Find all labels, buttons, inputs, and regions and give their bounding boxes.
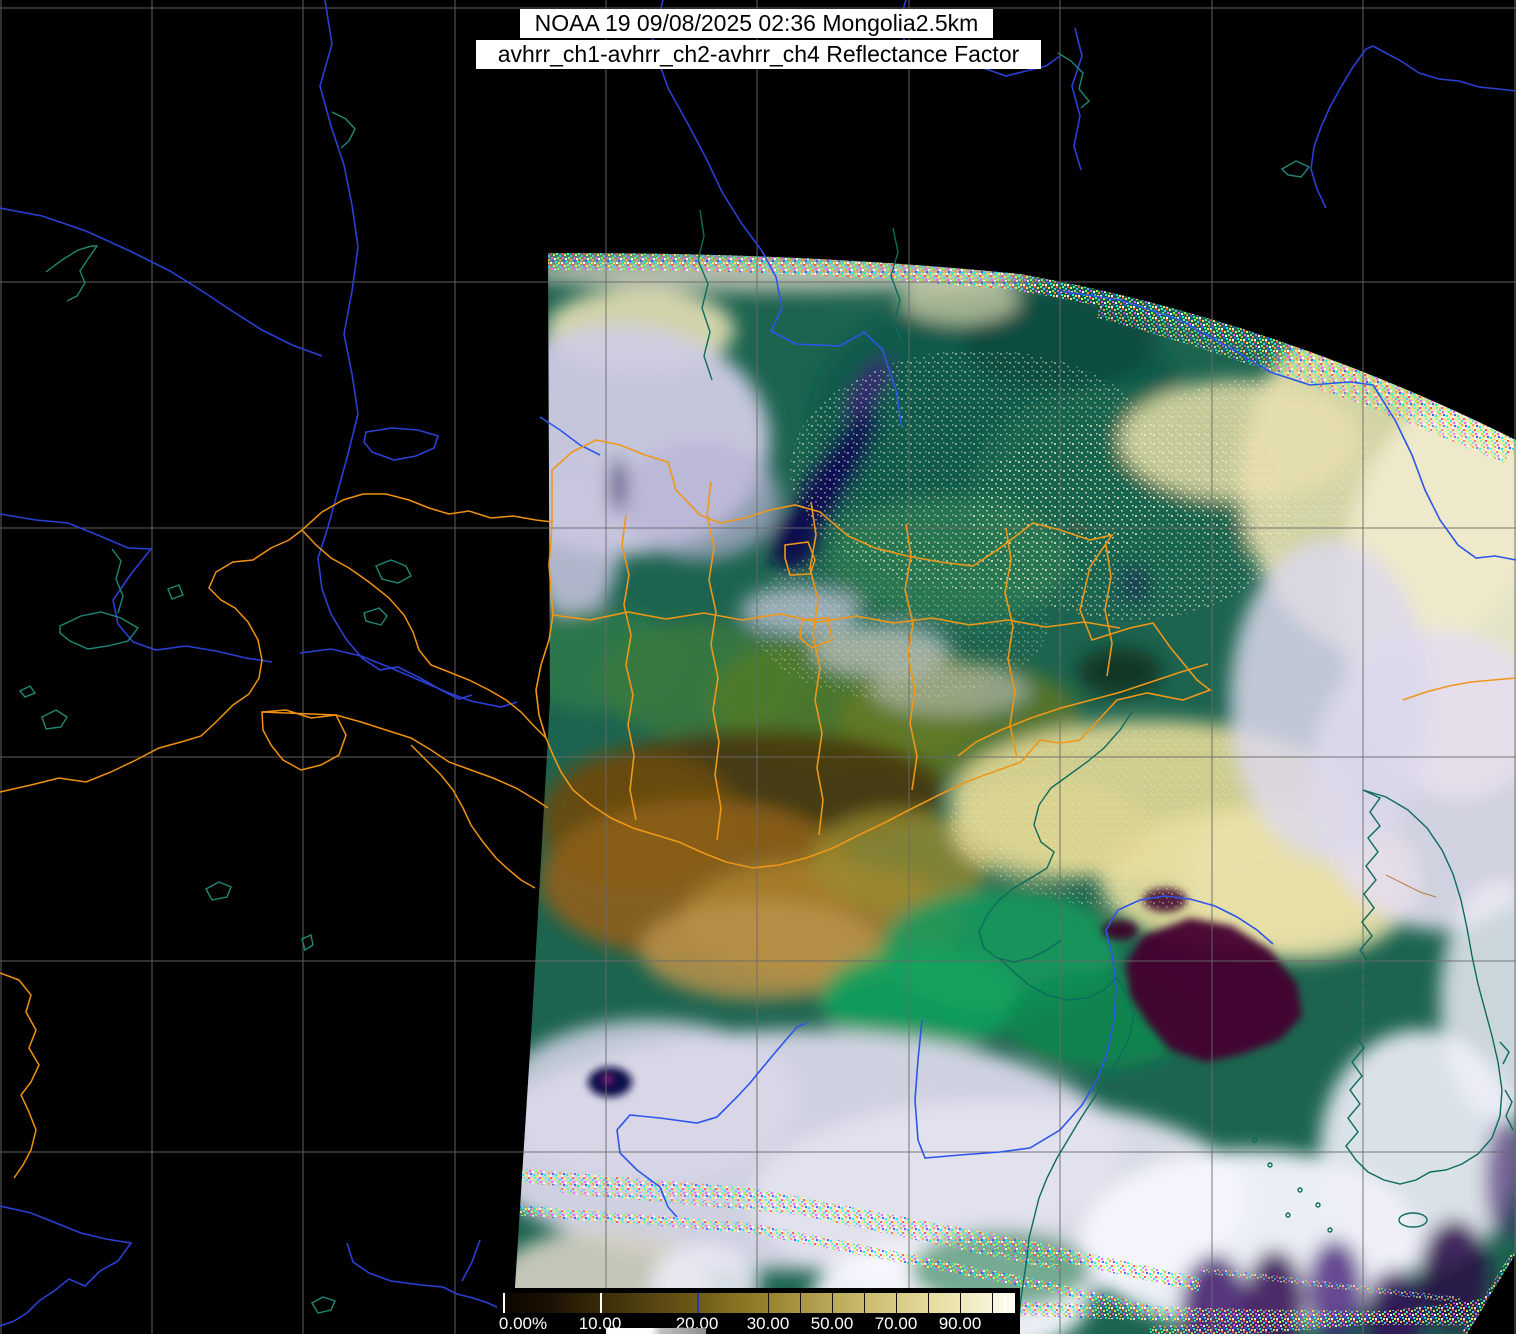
colorbar-label: 70.00 [874, 1314, 918, 1333]
colorbar-label: 50.00 [810, 1314, 854, 1333]
swath-imagery [512, 252, 1516, 1334]
colorbar-tick-70 [896, 1293, 897, 1313]
colorbar-label: 90.00 [938, 1314, 982, 1333]
coastline-overlay-on-swath [697, 209, 1514, 1334]
colorbar-tick-30 [768, 1293, 769, 1313]
colorbar-tick-50 [832, 1293, 833, 1313]
map-title-line2: avhrr_ch1-avhrr_ch2-avhrr_ch4 Reflectanc… [476, 40, 1041, 69]
colorbar-tick-80 [928, 1293, 929, 1313]
coastline-lake-overlay [18, 52, 1311, 1314]
colorbar-tick-10 [600, 1293, 602, 1313]
colorbar-tick-100 [992, 1293, 993, 1313]
colorbar-tick-90 [960, 1293, 961, 1313]
country-border-overlay [0, 493, 553, 1179]
colorbar-label: 30.00 [746, 1314, 790, 1333]
river-overlay-on-swath [539, 250, 1516, 1218]
colorbar-tick-40 [800, 1293, 801, 1313]
reflectance-colorbar: 0.00% 10.00 20.00 30.00 50.00 70.00 90.0… [497, 1288, 1020, 1334]
partial-scale-fragment [606, 1328, 706, 1334]
colorbar-tick-0 [503, 1293, 505, 1313]
colorbar-tick-end [1004, 1293, 1006, 1313]
colorbar-tick-20 [697, 1293, 699, 1313]
colorbar-gradient [500, 1293, 1015, 1313]
map-title-line1: NOAA 19 09/08/2025 02:36 Mongolia2.5km [520, 9, 993, 38]
country-border-on-swath [535, 439, 1516, 898]
colorbar-label: 0.00% [498, 1314, 548, 1333]
colorbar-tick-60 [864, 1293, 865, 1313]
